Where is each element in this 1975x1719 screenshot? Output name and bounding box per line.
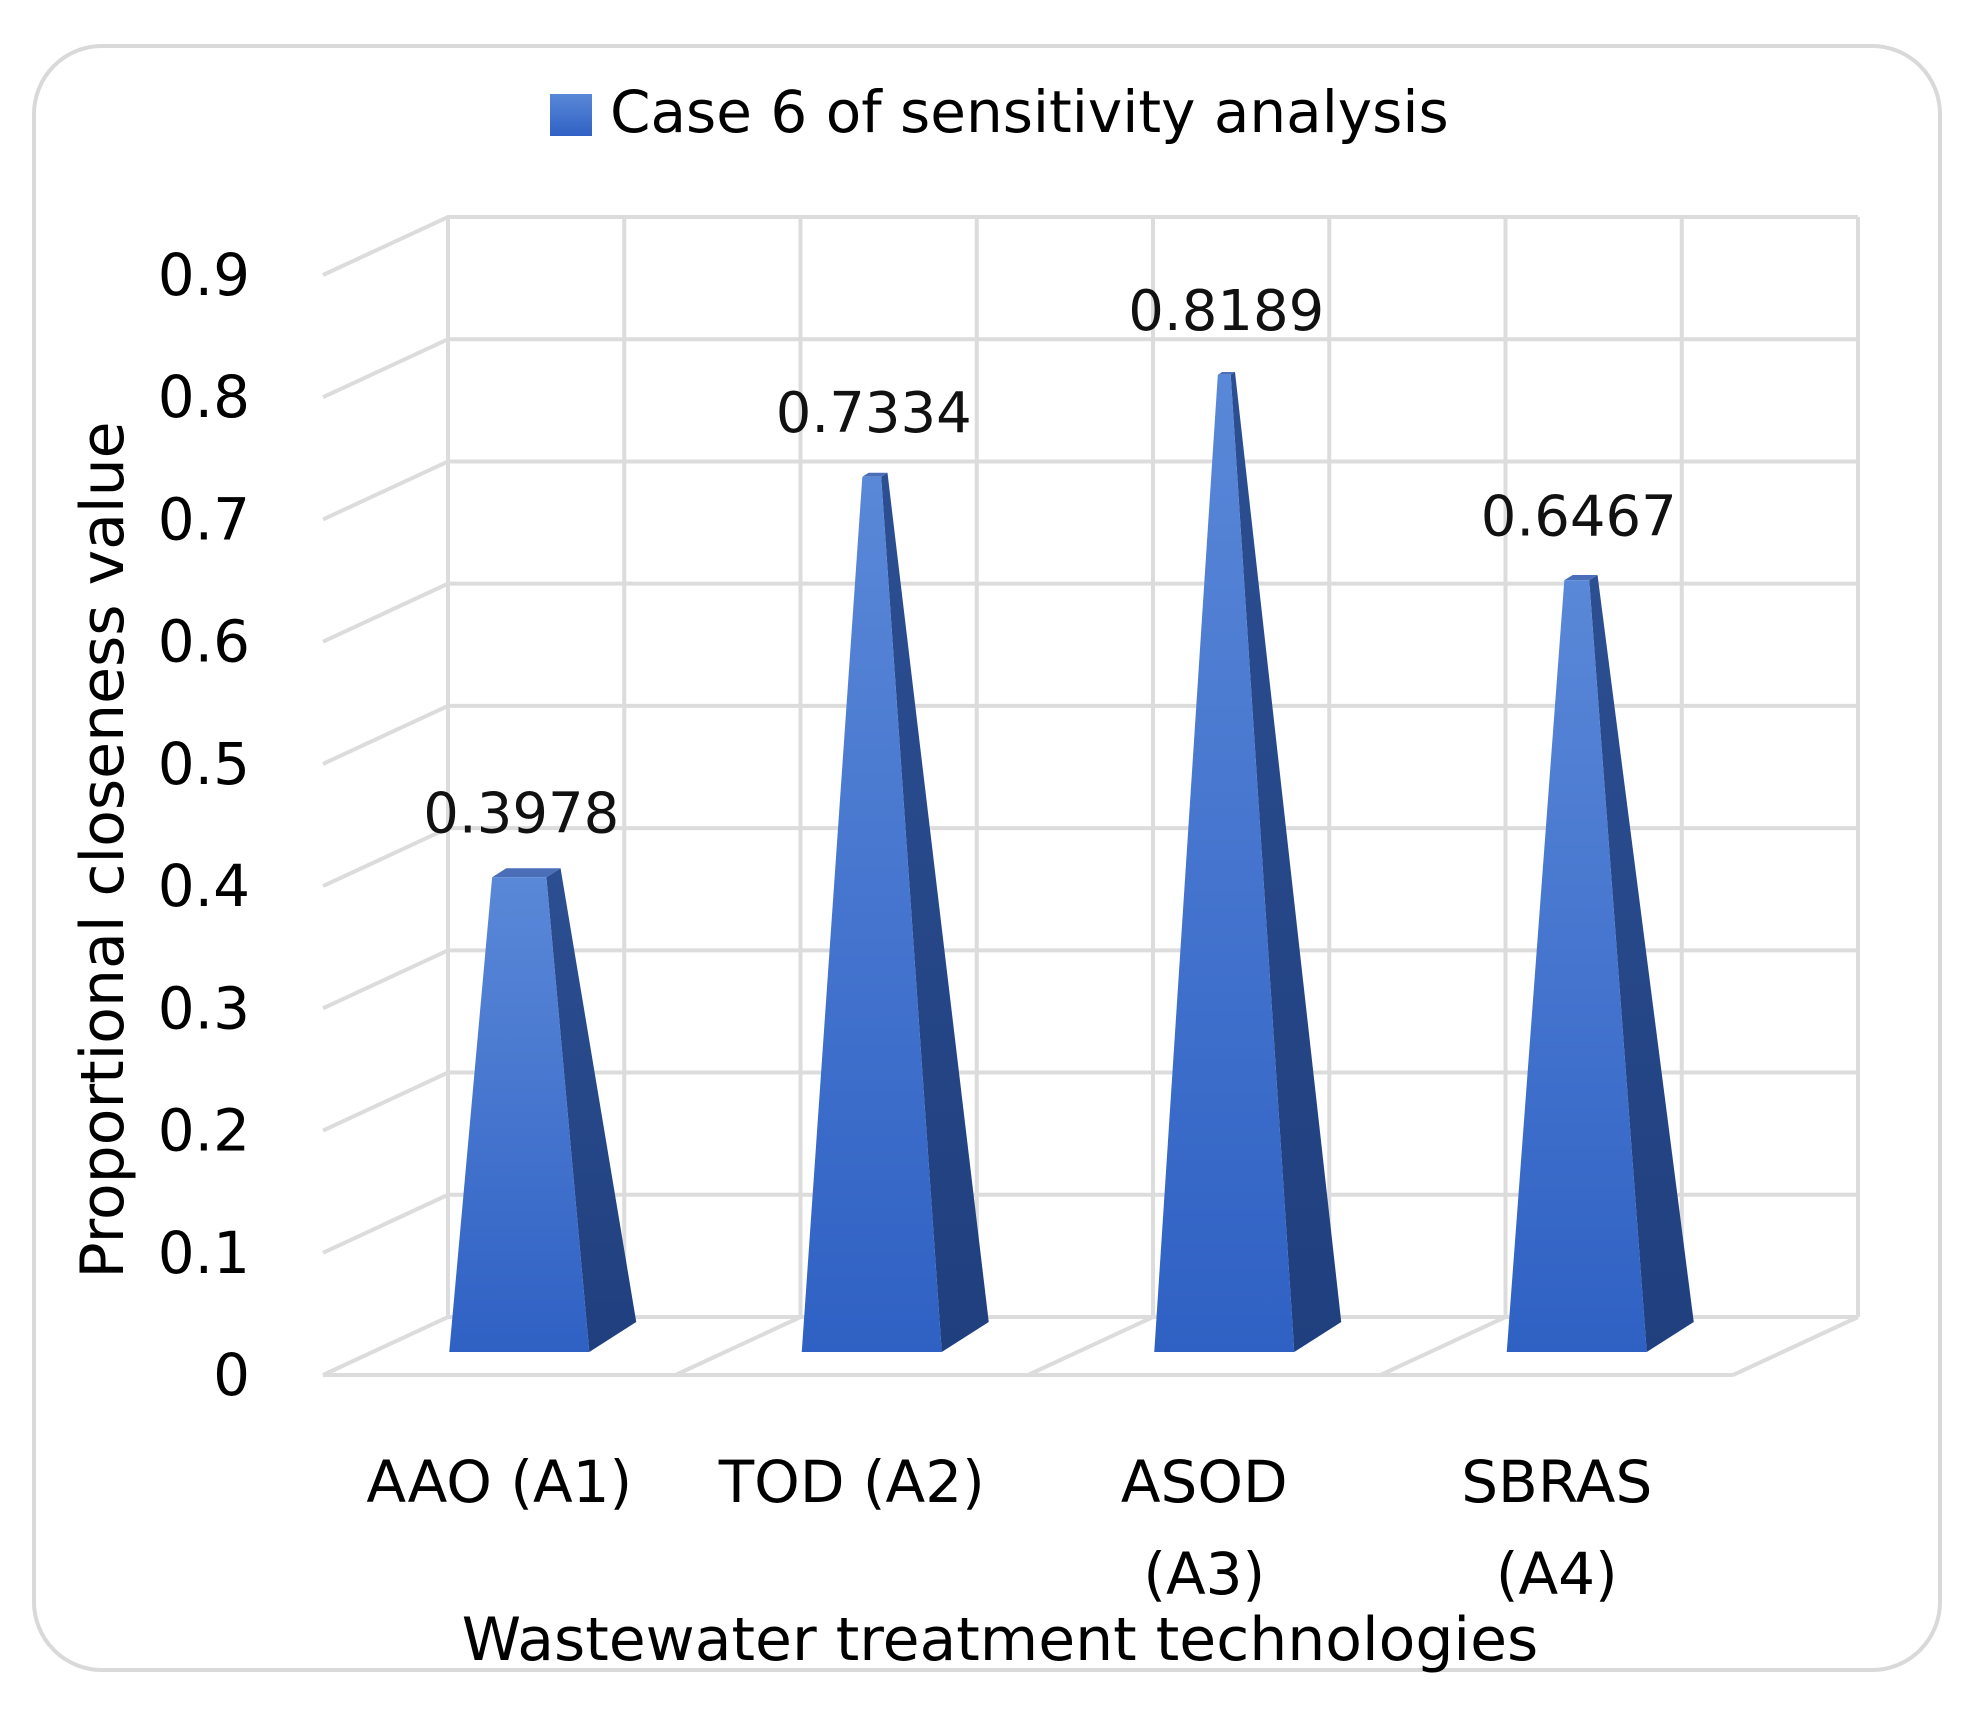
gridlines [322, 215, 1860, 1377]
data-labels: 0.3978 0.7334 0.8189 0.6467 [423, 279, 1676, 847]
data-label: 0.7334 [776, 381, 972, 446]
bar-front-face [1154, 374, 1295, 1353]
bar [449, 868, 637, 1352]
y-tick-label: 0.8 [158, 363, 250, 431]
bar [1506, 574, 1694, 1352]
bar-side-face [1230, 372, 1342, 1352]
x-tick-label: ASOD [1121, 1448, 1288, 1516]
y-axis-ticks: 0 0.1 0.2 0.3 0.4 0.5 0.6 0.7 0.8 0.9 [158, 241, 250, 1409]
x-tick-label: SBRAS [1461, 1448, 1652, 1516]
bar-front-face [1506, 580, 1647, 1352]
bar-top-face [1217, 372, 1235, 375]
bar-side-face [881, 472, 989, 1353]
x-axis-categories: AAO (A1) TOD (A2) ASOD (A3) SBRAS (A4) [366, 1448, 1652, 1608]
bar-top-face [862, 472, 888, 477]
bar [1154, 372, 1342, 1353]
floor-divider [1027, 1315, 1154, 1377]
y-tick-label: 0.3 [158, 974, 250, 1042]
bar-front-face [801, 476, 942, 1352]
floor-right-edge [1732, 1315, 1859, 1377]
bar-top-face [492, 868, 561, 878]
legend: Case 6 of sensitivity analysis [550, 78, 1449, 146]
gridline [322, 581, 1858, 644]
bar-top-face [1564, 574, 1598, 581]
gridline [322, 337, 1858, 400]
y-tick-label: 0.2 [158, 1097, 250, 1165]
x-tick-label: AAO (A1) [366, 1448, 632, 1516]
gridline [322, 215, 1858, 277]
floor-divider [1379, 1315, 1507, 1377]
y-tick-label: 0.4 [158, 852, 250, 920]
data-label: 0.8189 [1128, 279, 1324, 344]
data-label: 0.6467 [1481, 484, 1677, 549]
data-label: 0.3978 [423, 781, 619, 846]
bar [801, 472, 989, 1353]
bar-front-face [449, 877, 590, 1352]
bar-side-face [546, 868, 637, 1352]
x-axis-title: Wastewater treatment technologies [462, 1605, 1539, 1675]
floor-divider [674, 1315, 802, 1377]
gridline [322, 703, 1858, 766]
x-tick-label: (A4) [1496, 1540, 1618, 1608]
y-tick-label: 0.7 [158, 485, 250, 553]
y-tick-label: 0.6 [158, 608, 250, 676]
x-tick-label: (A3) [1143, 1540, 1265, 1608]
y-tick-label: 0.9 [158, 241, 250, 309]
bars [449, 372, 1694, 1353]
x-tick-label: TOD (A2) [718, 1448, 985, 1516]
y-tick-label: 0 [213, 1341, 250, 1409]
y-tick-label: 0.1 [158, 1219, 250, 1287]
y-axis-title: Proportional closeness value [68, 421, 138, 1278]
bar-side-face [1589, 574, 1694, 1352]
y-tick-label: 0.5 [158, 730, 250, 798]
legend-label: Case 6 of sensitivity analysis [610, 78, 1449, 146]
legend-swatch [550, 94, 592, 136]
